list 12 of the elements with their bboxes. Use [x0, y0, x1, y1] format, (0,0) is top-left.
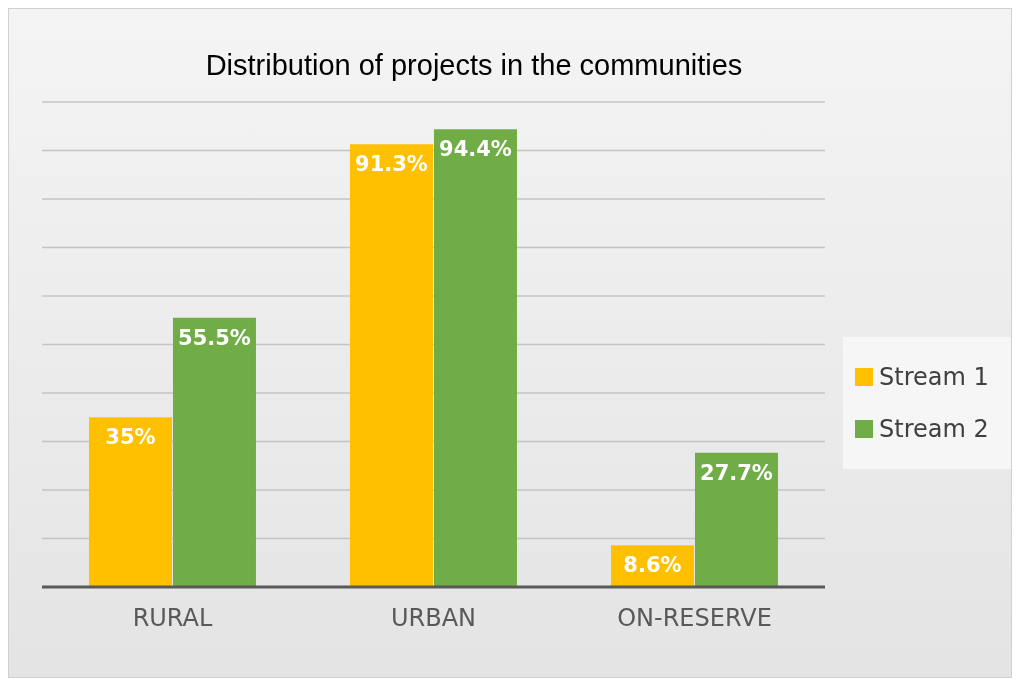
legend-label: Stream 2 [879, 415, 989, 443]
data-label: 91.3% [355, 152, 428, 177]
x-tick-label: URBAN [390, 604, 477, 633]
data-label: 94.4% [439, 137, 512, 162]
data-label: 8.6% [623, 553, 682, 578]
legend-label: Stream 1 [879, 363, 989, 391]
data-label: 55.5% [178, 325, 251, 350]
data-label: 35% [105, 425, 156, 450]
x-tick-label: RURAL [132, 604, 213, 633]
data-label: 27.7% [700, 460, 773, 485]
chart-title: Distribution of projects in the communities [204, 49, 744, 82]
x-tick-label: ON-RESERVE [617, 604, 772, 633]
